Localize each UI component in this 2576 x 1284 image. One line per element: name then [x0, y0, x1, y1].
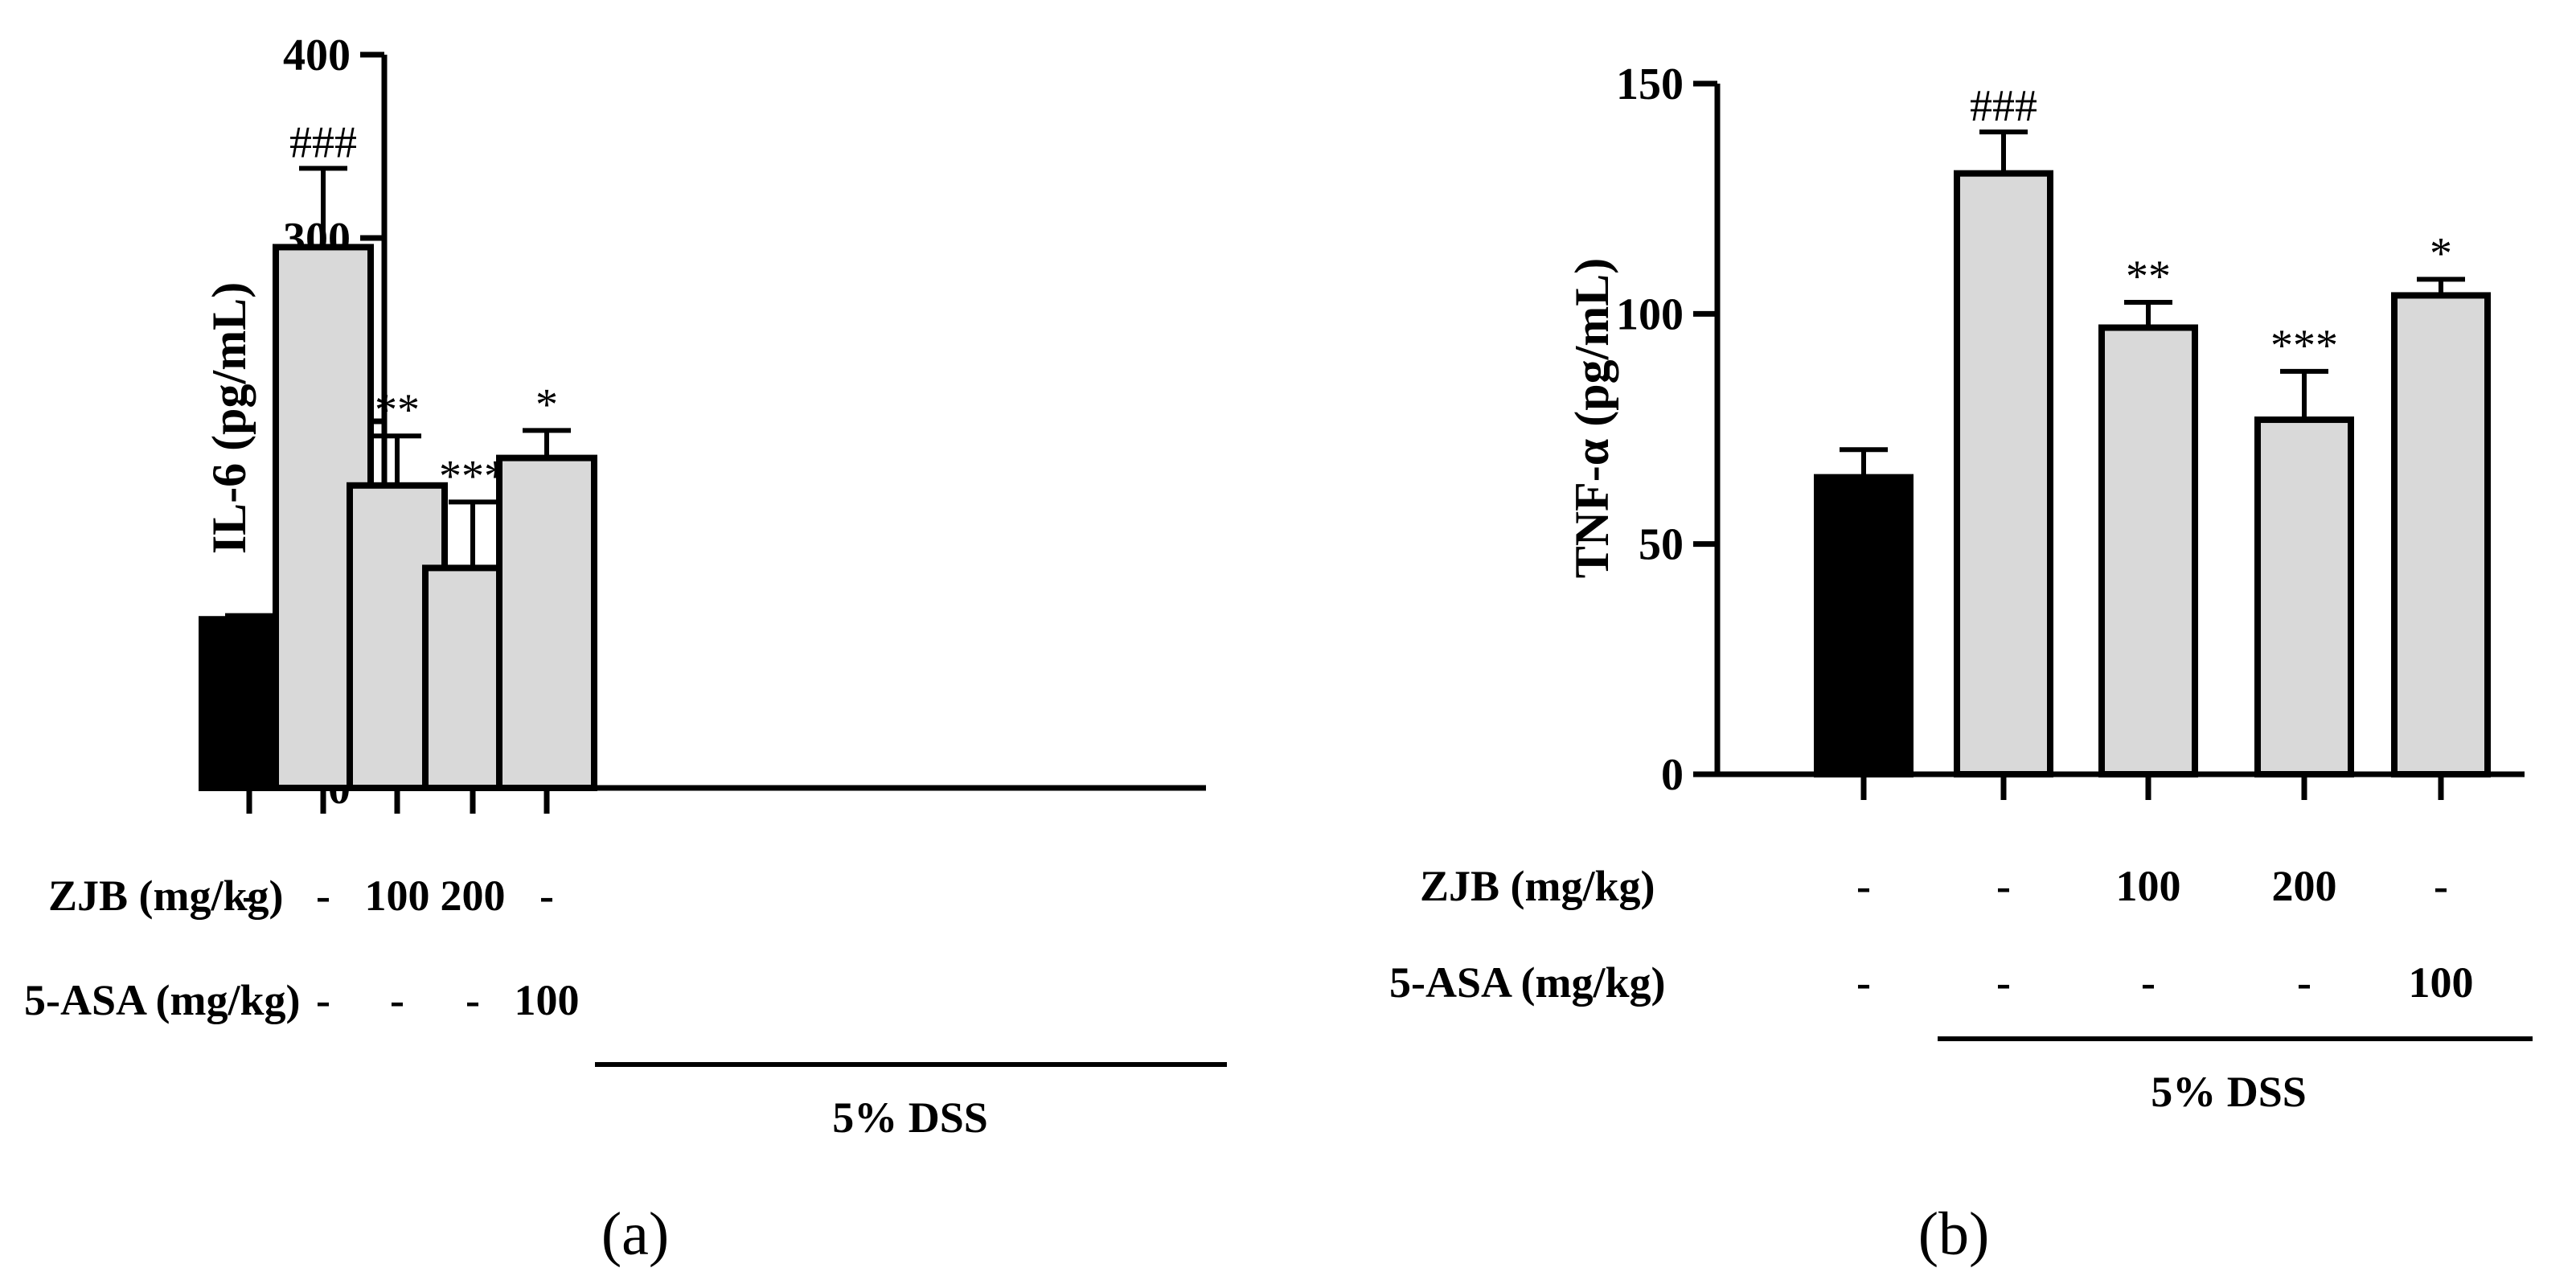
row-value: 100 — [2116, 862, 2181, 910]
y-tick-label: 150 — [1616, 59, 1684, 109]
row-value: - — [539, 872, 554, 920]
error-bar — [523, 428, 571, 458]
y-tick-label: 0 — [1661, 750, 1684, 800]
bar — [2254, 416, 2354, 778]
error-bar — [449, 499, 497, 568]
error-bar — [1840, 447, 1888, 478]
row-value: - — [2297, 958, 2311, 1007]
bars: ###****** — [199, 117, 597, 814]
row-value: 100 — [515, 976, 580, 1024]
row-label-5asa: 5-ASA (mg/kg) — [1389, 958, 1666, 1007]
row-value: - — [1856, 862, 1871, 910]
row-value: - — [242, 872, 256, 920]
error-bar — [2280, 368, 2328, 420]
y-tick-label: 50 — [1639, 520, 1684, 570]
error-bar — [2124, 300, 2172, 328]
error-bar — [373, 433, 421, 486]
panel-label: (b) — [1918, 1200, 1990, 1268]
panel-label: (a) — [601, 1200, 669, 1268]
panel-a: 0100200300400 ###****** IL-6 (pg/mL) ZJB… — [24, 31, 1227, 1268]
significance-label: ** — [375, 385, 420, 435]
bar — [496, 454, 597, 791]
y-tick-label: 400 — [283, 31, 351, 80]
row-value: 200 — [2272, 862, 2337, 910]
bar — [1954, 170, 2053, 778]
row-value: - — [316, 976, 330, 1024]
row-value: - — [390, 976, 404, 1024]
row-value: - — [1996, 862, 2011, 910]
row-values: - -100 200 -- - - -100 — [242, 872, 579, 1024]
significance-label: *** — [439, 451, 507, 501]
row-label-5asa: 5-ASA (mg/kg) — [24, 976, 301, 1024]
row-value: - — [316, 872, 330, 920]
row-label-zjb: ZJB (mg/kg) — [48, 872, 284, 920]
y-ticks: 0 50 100 150 — [1616, 59, 1717, 800]
bar — [1814, 474, 1914, 777]
group-label: 5% DSS — [2151, 1068, 2307, 1116]
row-values: - - 100 200 - - - - - 100 — [1856, 862, 2473, 1007]
significance-label: ### — [1970, 81, 2037, 131]
y-axis-label: IL-6 (pg/mL) — [203, 282, 256, 554]
significance-label: ** — [2126, 252, 2171, 302]
y-tick-label: 100 — [1616, 289, 1684, 339]
significance-label: * — [2430, 228, 2452, 278]
row-value: 200 — [441, 872, 506, 920]
row-value: 100 — [365, 872, 430, 920]
bar — [2098, 324, 2198, 778]
group-label: 5% DSS — [832, 1093, 988, 1142]
error-bar — [1979, 129, 2028, 174]
y-axis-label: TNF-α (pg/mL) — [1565, 258, 1618, 578]
row-value: - — [1996, 958, 2011, 1007]
row-value: - — [2141, 958, 2156, 1007]
error-bar — [299, 166, 347, 248]
row-value: - — [2434, 862, 2448, 910]
bar — [2391, 292, 2491, 777]
row-value: - — [1856, 958, 1871, 1007]
row-value: 100 — [2409, 958, 2474, 1007]
row-value: - — [242, 976, 256, 1024]
row-label-zjb: ZJB (mg/kg) — [1420, 862, 1655, 910]
significance-label: ### — [289, 117, 357, 167]
row-value: - — [466, 976, 480, 1024]
bars: ###****** — [1814, 81, 2491, 800]
significance-label: *** — [2270, 321, 2338, 371]
significance-label: * — [535, 379, 558, 429]
